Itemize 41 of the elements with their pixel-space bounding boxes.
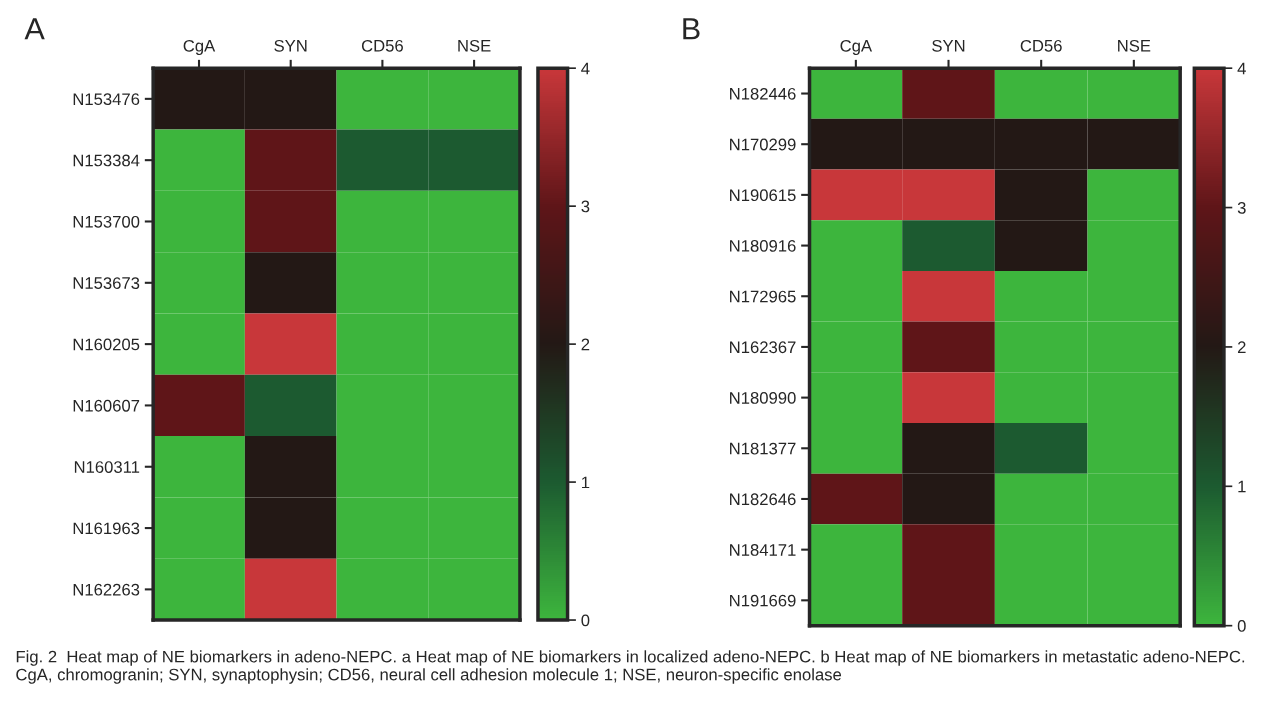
- y-tick-label: N153476: [73, 93, 140, 106]
- y-tick-label: N161963: [73, 522, 140, 535]
- y-tick-label: N160607: [73, 399, 140, 412]
- y-tick-label: N181377: [730, 442, 796, 455]
- x-tick-label: SYN: [932, 39, 965, 52]
- color-bar-label: 4: [581, 62, 590, 75]
- x-tick-label: CD56: [1020, 39, 1062, 52]
- y-tick-label: N182646: [730, 493, 796, 506]
- color-bar-label: 0: [581, 614, 590, 627]
- y-tick-label: N172965: [730, 290, 796, 303]
- y-tick-label: N153700: [73, 215, 140, 228]
- y-tick-label: N184171: [730, 544, 796, 556]
- y-tick-label: N180916: [730, 239, 796, 252]
- color-bar-label: 2: [1237, 341, 1246, 353]
- chart-title: B: [683, 18, 700, 40]
- x-tick-label: SYN: [274, 39, 307, 52]
- y-tick-label: N153673: [73, 277, 140, 289]
- y-tick-label: N160205: [73, 338, 140, 351]
- y-tick-label: N160311: [74, 461, 140, 473]
- y-tick-label: N190615: [730, 189, 796, 202]
- y-tick-label: N180990: [730, 392, 796, 404]
- x-tick-label: CD56: [361, 39, 403, 52]
- x-tick-label: CgA: [183, 39, 216, 55]
- color-bar-label: 3: [581, 200, 590, 213]
- y-tick-label: N153384: [73, 154, 140, 167]
- color-bar-label: 1: [1238, 480, 1246, 493]
- y-tick-label: N162263: [73, 583, 140, 596]
- y-tick-label: N162367: [730, 341, 796, 354]
- chart-title: A: [24, 18, 45, 40]
- y-tick-label: N170299: [730, 138, 796, 151]
- x-tick-label: NSE: [1118, 39, 1151, 52]
- x-tick-label: CgA: [840, 39, 873, 55]
- color-bar-label: 1: [582, 476, 590, 489]
- caption: Fig. 2 Heat map of NE biomarkers in adeno-NEPC. a Heat map of NE biomarkers in localized adeno-NEPC. b Heat map of NE biomarkers in metastatic adeno-NEPC. CgA, chromogranin; SYN, synaptophysin; CD56, neural cell adhesion molecule 1; NSE, neuron-specific enolase: [16, 650, 1245, 684]
- color-bar-label: 4: [1237, 62, 1246, 75]
- color-bar-label: 3: [1237, 201, 1246, 214]
- y-tick-label: N182446: [730, 87, 796, 100]
- color-bar-label: 2: [581, 338, 590, 351]
- y-tick-label: N191669: [730, 594, 796, 607]
- color-bar-label: 0: [1237, 620, 1246, 632]
- x-tick-label: NSE: [458, 39, 491, 52]
